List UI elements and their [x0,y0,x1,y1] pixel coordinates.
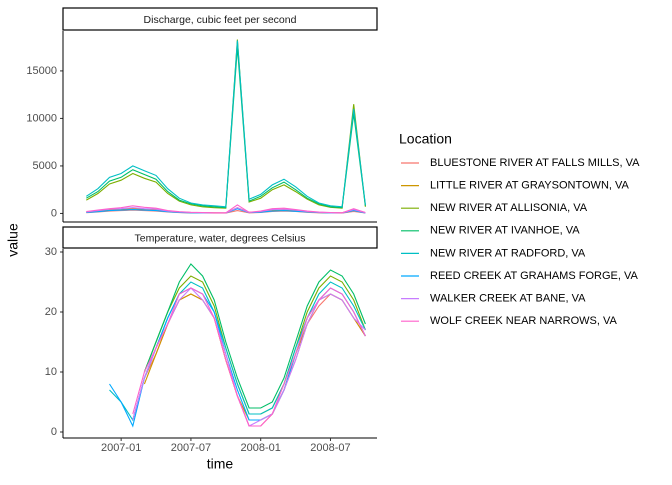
strip [62,226,378,249]
legend-label: WALKER CREEK AT BANE, VA [430,293,586,305]
y-tick-label: 30 [45,246,57,258]
legend-label: BLUESTONE RIVER AT FALLS MILLS, VA [430,157,640,169]
y-tick-label: 10 [45,366,57,378]
y-tick-label: 5000 [33,160,57,172]
legend-title: Location [399,131,452,147]
strip-title: Temperature, water, degrees Celsius [135,232,306,244]
y-tick-label: 15000 [26,65,57,77]
series-line [132,293,366,427]
x-tick-label: 2008-07 [310,442,350,454]
y-tick-label: 10000 [26,112,57,124]
strip-title: Discharge, cubic feet per second [144,14,297,26]
series-line [109,287,366,428]
series-line [85,40,366,208]
y-axis-label: value [5,223,21,257]
strip [62,7,378,31]
x-tick-label: 2008-01 [241,442,281,454]
x-axis-label: time [207,456,234,472]
y-tick-label: 20 [45,306,57,318]
series-line [143,263,366,409]
x-tick-label: 2007-07 [171,442,211,454]
legend-label: NEW RIVER AT IVANHOE, VA [430,225,580,237]
series-line [86,204,366,214]
series-line [86,39,366,209]
legend-label: NEW RIVER AT RADFORD, VA [430,247,586,259]
legend-label: REED CREEK AT GRAHAMS FORGE, VA [430,270,638,282]
legend-label: NEW RIVER AT ALLISONIA, VA [430,202,588,214]
series-line [109,281,366,422]
y-tick-label: 0 [51,207,57,219]
legend-label: LITTLE RIVER AT GRAYSONTOWN, VA [430,180,630,192]
y-tick-label: 0 [51,426,57,438]
legend-label: WOLF CREEK NEAR NARROWS, VA [430,315,617,327]
series-line [86,47,366,209]
x-tick-label: 2007-01 [101,442,141,454]
series-line [132,287,366,427]
series-line [132,287,366,427]
series-line [143,293,366,421]
